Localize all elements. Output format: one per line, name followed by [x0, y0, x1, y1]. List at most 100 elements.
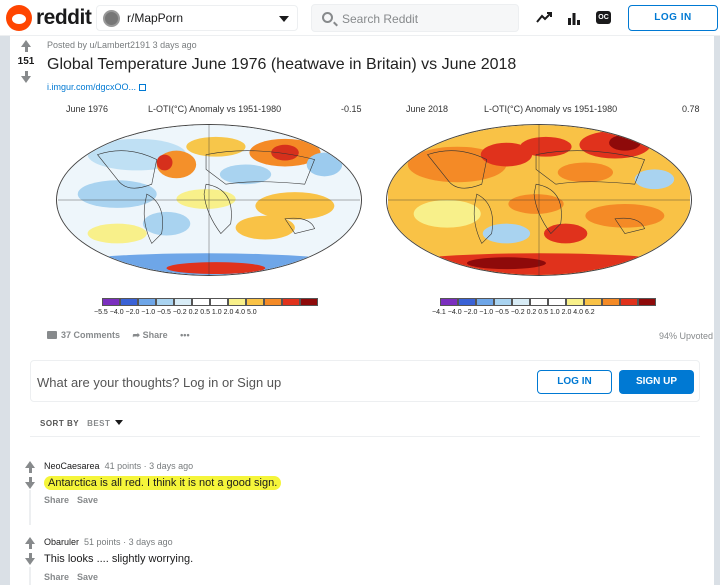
map-june-2018[interactable]: June 2018 L-OTI(°C) Anomaly vs 1951-1980…	[376, 102, 702, 322]
comment-body: This looks .... slightly worrying.	[44, 553, 193, 565]
scale-swatch	[156, 298, 174, 306]
scale-swatch	[264, 298, 282, 306]
reddit-wordmark[interactable]: reddit	[36, 6, 92, 29]
scale-swatch	[228, 298, 246, 306]
right-page-gutter	[714, 36, 720, 585]
post-domain-link[interactable]: i.imgur.com/dgcxOO...	[47, 82, 147, 92]
post-title[interactable]: Global Temperature June 1976 (heatwave i…	[47, 56, 517, 73]
scale-swatch	[530, 298, 548, 306]
scale-swatch	[548, 298, 566, 306]
scale-swatch	[282, 298, 300, 306]
comment-body: Antarctica is all red. I think it is not…	[44, 476, 282, 490]
scale-swatch	[102, 298, 120, 306]
comment-author[interactable]: Obaruler	[44, 537, 80, 547]
comments-count: 37 Comments	[61, 330, 121, 340]
comment-text: Antarctica is all red. I think it is not…	[44, 476, 282, 490]
subreddit-name: r/MapPorn	[127, 11, 184, 25]
map-date-label: June 1976	[66, 104, 109, 114]
temperature-anomaly-map-2018	[386, 124, 692, 276]
thread-line[interactable]	[29, 490, 31, 525]
scale-swatch	[566, 298, 584, 306]
comment-time[interactable]: 3 days ago	[149, 461, 194, 471]
sort-label: SORT BY	[40, 419, 80, 428]
share-button[interactable]: ➦ Share	[133, 330, 168, 340]
comments-button[interactable]: 37 Comments	[47, 330, 120, 340]
comment-points: 41 points	[104, 461, 142, 471]
scale-swatch	[638, 298, 656, 306]
comment-author[interactable]: NeoCaesarea	[44, 461, 100, 471]
upvote-arrow-icon[interactable]	[23, 537, 37, 549]
map-mean-value: -0.15	[341, 104, 362, 114]
comment-time[interactable]: 3 days ago	[128, 537, 173, 547]
map-mean-value: 0.78	[682, 104, 700, 114]
downvote-arrow-icon[interactable]	[14, 71, 38, 83]
comment-points: 51 points	[84, 537, 121, 547]
reddit-logo-icon[interactable]	[6, 5, 32, 31]
scale-swatch	[620, 298, 638, 306]
trending-icon[interactable]	[536, 10, 552, 26]
map-title-label: L-OTI(°C) Anomaly vs 1951-1980	[148, 104, 282, 114]
oc-icon[interactable]: OC	[596, 11, 611, 24]
color-scale-labels: −5.5 −4.0 −2.0 −1.0 −0.5 −0.2 0.2 0.5 1.…	[94, 309, 257, 316]
scale-swatch	[602, 298, 620, 306]
scale-swatch	[210, 298, 228, 306]
comment-actions: Share Save	[44, 495, 106, 505]
scale-swatch	[440, 298, 458, 306]
comment-save-button[interactable]: Save	[77, 495, 99, 505]
post-meta[interactable]: Posted by u/Lambert2191 3 days ago	[47, 40, 197, 50]
chevron-down-icon	[115, 420, 124, 425]
color-scale-bar	[102, 298, 318, 306]
comment-save-button[interactable]: Save	[77, 572, 99, 582]
search-input[interactable]: Search Reddit	[311, 4, 519, 32]
comment-vote-column	[23, 461, 37, 489]
top-navigation-bar: reddit r/MapPorn Search Reddit OC LOG IN	[0, 0, 720, 36]
left-page-gutter	[0, 36, 10, 585]
share-label: Share	[142, 330, 168, 340]
scale-swatch	[192, 298, 210, 306]
comment-signup-button[interactable]: SIGN UP	[619, 370, 694, 394]
divider	[30, 436, 700, 437]
post-actions: 37 Comments ➦ Share •••	[47, 330, 190, 341]
temperature-anomaly-map-1976	[56, 124, 362, 276]
upvote-arrow-icon[interactable]	[23, 461, 37, 473]
upvote-arrow-icon[interactable]	[14, 40, 38, 52]
chevron-down-icon	[279, 16, 289, 22]
comment-share-button[interactable]: Share	[44, 572, 70, 582]
scale-swatch	[458, 298, 476, 306]
downvote-arrow-icon[interactable]	[23, 553, 37, 565]
comment-prompt-box: What are your thoughts? Log in or Sign u…	[30, 360, 700, 402]
scale-swatch	[120, 298, 138, 306]
search-icon	[322, 12, 333, 23]
comment-text: This looks .... slightly worrying.	[44, 553, 194, 565]
subreddit-avatar-icon	[103, 10, 120, 27]
comment-login-button[interactable]: LOG IN	[537, 370, 612, 394]
color-scale-bar	[440, 298, 656, 306]
share-arrow-icon: ➦	[132, 330, 141, 340]
comment-share-button[interactable]: Share	[44, 495, 70, 505]
external-link-icon	[139, 84, 147, 91]
stats-icon[interactable]	[566, 10, 582, 26]
map-june-1976[interactable]: June 1976 L-OTI(°C) Anomaly vs 1951-1980…	[46, 102, 372, 322]
scale-swatch	[246, 298, 264, 306]
scale-swatch	[512, 298, 530, 306]
post-vote-column: 151	[14, 40, 38, 83]
search-placeholder: Search Reddit	[342, 12, 419, 26]
comment-actions: Share Save	[44, 572, 106, 582]
scale-swatch	[476, 298, 494, 306]
thread-line[interactable]	[29, 567, 31, 585]
login-button[interactable]: LOG IN	[628, 5, 718, 31]
post-score: 151	[17, 56, 35, 67]
subreddit-selector[interactable]: r/MapPorn	[96, 5, 298, 31]
upvote-ratio: 94% Upvoted	[659, 331, 714, 341]
sort-dropdown[interactable]: SORT BY BEST	[40, 419, 124, 428]
scale-swatch	[300, 298, 318, 306]
sort-value: BEST	[87, 419, 111, 428]
comment-meta: Obaruler 51 points · 3 days ago	[44, 537, 173, 547]
color-scale-labels: −4.1 −4.0 −2.0 −1.0 −0.5 −0.2 0.2 0.5 1.…	[432, 309, 595, 316]
map-date-label: June 2018	[406, 104, 449, 114]
more-options-icon[interactable]: •••	[180, 330, 190, 340]
comment-bubble-icon	[47, 331, 57, 339]
scale-swatch	[138, 298, 156, 306]
post-domain-text[interactable]: i.imgur.com/dgcxOO...	[47, 82, 137, 92]
downvote-arrow-icon[interactable]	[23, 477, 37, 489]
